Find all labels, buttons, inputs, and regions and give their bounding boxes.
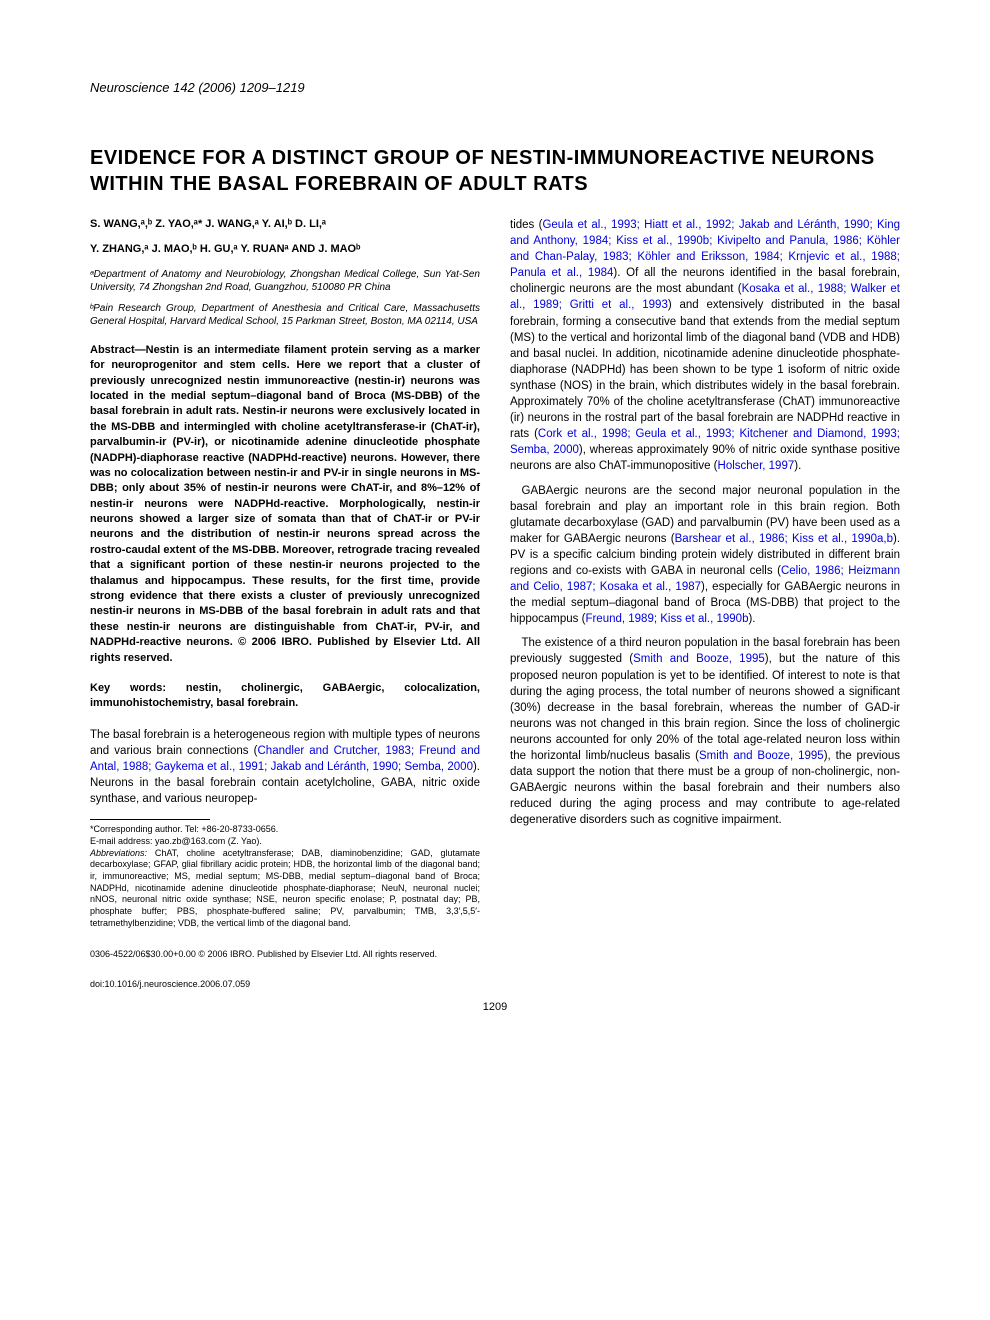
text-span: ), but the nature of this proposed neuro… xyxy=(510,653,900,762)
keywords-text: Key words: nestin, cholinergic, GABAergi… xyxy=(90,681,480,712)
text-span: ). xyxy=(794,460,801,472)
citation-link[interactable]: Holscher, 1997 xyxy=(718,460,795,472)
journal-header: Neuroscience 142 (2006) 1209–1219 xyxy=(90,80,900,95)
abbrev-label: Abbreviations: xyxy=(90,848,147,858)
two-column-layout: S. WANG,ᵃ,ᵇ Z. YAO,ᵃ* J. WANG,ᵃ Y. AI,ᵇ … xyxy=(90,217,900,929)
text-span: tides ( xyxy=(510,219,542,231)
footnote-abbreviations: Abbreviations: ChAT, choline acetyltrans… xyxy=(90,848,480,930)
page-number: 1209 xyxy=(90,1001,900,1013)
left-column: S. WANG,ᵃ,ᵇ Z. YAO,ᵃ* J. WANG,ᵃ Y. AI,ᵇ … xyxy=(90,217,480,929)
footnote-email: E-mail address: yao.zb@163.com (Z. Yao). xyxy=(90,836,480,848)
text-span: ) and extensively distributed in the bas… xyxy=(510,299,900,440)
article-title: EVIDENCE FOR A DISTINCT GROUP OF NESTIN-… xyxy=(90,145,900,197)
citation-link[interactable]: Smith and Booze, 1995 xyxy=(699,750,824,762)
authors-line-1: S. WANG,ᵃ,ᵇ Z. YAO,ᵃ* J. WANG,ᵃ Y. AI,ᵇ … xyxy=(90,217,480,232)
paper-page: Neuroscience 142 (2006) 1209–1219 EVIDEN… xyxy=(0,0,990,1063)
doi-line: doi:10.1016/j.neuroscience.2006.07.059 xyxy=(90,979,900,989)
citation-link[interactable]: Smith and Booze, 1995 xyxy=(633,653,765,665)
footnote-corresponding: *Corresponding author. Tel: +86-20-8733-… xyxy=(90,824,480,836)
citation-link[interactable]: Barshear et al., 1986; Kiss et al., 1990… xyxy=(675,533,893,545)
copyright-line: 0306-4522/06$30.00+0.00 © 2006 IBRO. Pub… xyxy=(90,949,900,959)
text-span: ). xyxy=(748,613,755,625)
citation-link[interactable]: Freund, 1989; Kiss et al., 1990b xyxy=(585,613,748,625)
right-column: tides (Geula et al., 1993; Hiatt et al.,… xyxy=(510,217,900,929)
affiliation-a: ᵃDepartment of Anatomy and Neurobiology,… xyxy=(90,268,480,294)
abstract-text: Abstract—Nestin is an intermediate filam… xyxy=(90,343,480,666)
right-paragraph-2: GABAergic neurons are the second major n… xyxy=(510,483,900,628)
abbrev-text: ChAT, choline acetyltransferase; DAB, di… xyxy=(90,848,480,928)
right-paragraph-1: tides (Geula et al., 1993; Hiatt et al.,… xyxy=(510,217,900,475)
affiliation-b: ᵇPain Research Group, Department of Anes… xyxy=(90,302,480,328)
intro-paragraph-1: The basal forebrain is a heterogeneous r… xyxy=(90,727,480,807)
footnote-rule xyxy=(90,819,210,820)
right-paragraph-3: The existence of a third neuron populati… xyxy=(510,635,900,828)
authors-line-2: Y. ZHANG,ᵃ J. MAO,ᵇ H. GU,ᵃ Y. RUANᵃ AND… xyxy=(90,242,480,257)
